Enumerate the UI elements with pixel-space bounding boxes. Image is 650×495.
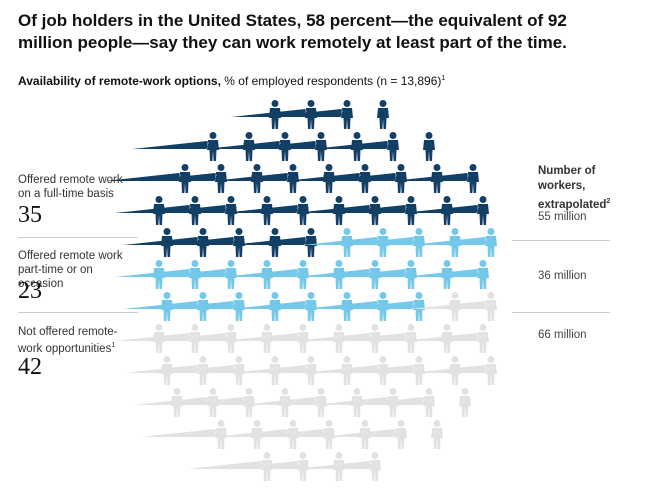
person-icon [303,228,389,257]
category-label: Not offered remote-work opportunities1 [18,325,138,356]
person-icon [230,356,317,385]
person-icon [392,164,479,193]
person-icon [222,260,309,289]
person-icon [410,292,497,321]
title: Of job holders in the United States, 58 … [18,11,567,52]
person-icon [123,292,209,321]
person-icon [123,228,209,257]
person-icon [285,164,371,193]
person-icon [149,324,237,353]
person-icon [239,132,327,161]
footnote-mark: 1 [111,342,116,349]
person-icon [115,260,201,289]
category-text: Not offered remote-work opportunities [18,326,118,355]
person-icon [105,164,191,193]
person-icon [295,196,381,225]
workers-value: 66 million [538,329,587,341]
person-icon [329,196,417,225]
subtitle-lead: Availability of remote-work options, [18,74,221,88]
person-icon [337,356,425,385]
category-text: Offered remote work on a full-time basis [18,174,123,200]
footnote-mark: 2 [606,198,611,205]
person-icon [221,452,309,481]
separator [18,237,138,238]
subtitle: Availability of remote-work options, % o… [18,74,445,88]
person-icon [167,388,255,417]
person-icon [421,130,435,161]
workers-value: 55 million [538,211,587,223]
person-icon [187,452,273,481]
person-icon [429,418,443,449]
person-icon [240,388,327,417]
person-icon [140,420,227,449]
person-icon [303,292,389,321]
footnote-mark: 1 [441,75,446,82]
person-icon [312,132,399,161]
person-icon [115,196,201,225]
person-icon [149,196,237,225]
person-icon [337,228,425,257]
person-icon [347,388,435,417]
person-icon [139,164,227,193]
person-icon [402,260,489,289]
person-icon [265,100,353,129]
person-icon [222,196,309,225]
category-label: Offered remote work on a full-time basis [18,173,138,201]
person-icon [247,420,335,449]
person-icon [319,164,407,193]
person-icon [157,292,245,321]
person-icon [313,388,399,417]
person-icon [123,356,209,385]
person-icon [295,260,381,289]
workers-title: Number of workers, extrapolated2 [538,164,628,213]
person-icon [231,100,317,129]
person-icon [230,292,317,321]
person-icon [222,324,309,353]
person-icon [320,420,407,449]
person-icon [157,228,245,257]
person-icon [375,99,389,129]
workers-value: 36 million [538,270,587,282]
separator [512,240,610,241]
person-icon [457,387,471,417]
person-icon [230,228,317,257]
person-icon [329,260,417,289]
person-icon [337,292,425,321]
person-icon [410,356,497,385]
person-icon [115,324,201,353]
subtitle-text: % of employed respondents (n = 13,896) [224,74,442,88]
person-icon [132,132,219,161]
workers-title-text: Number of workers, extrapolated [538,165,607,211]
person-icon [303,356,389,385]
person-icon [149,260,237,289]
person-icon [294,452,381,481]
person-icon [329,324,417,353]
separator [18,312,138,313]
person-icon [410,228,497,257]
separator [512,312,610,313]
person-icon [402,196,489,225]
category-label: Offered remote work part-time or on occa… [18,249,138,291]
category-value: 42 [18,354,42,380]
person-icon [157,356,245,385]
person-icon [295,324,381,353]
category-value: 23 [18,278,42,304]
person-icon [205,132,291,161]
category-text: Offered remote work part-time or on occa… [18,250,123,290]
person-icon [402,324,489,353]
person-icon [213,420,299,449]
person-icon [133,388,219,417]
category-value: 35 [18,202,42,228]
person-icon [212,164,299,193]
